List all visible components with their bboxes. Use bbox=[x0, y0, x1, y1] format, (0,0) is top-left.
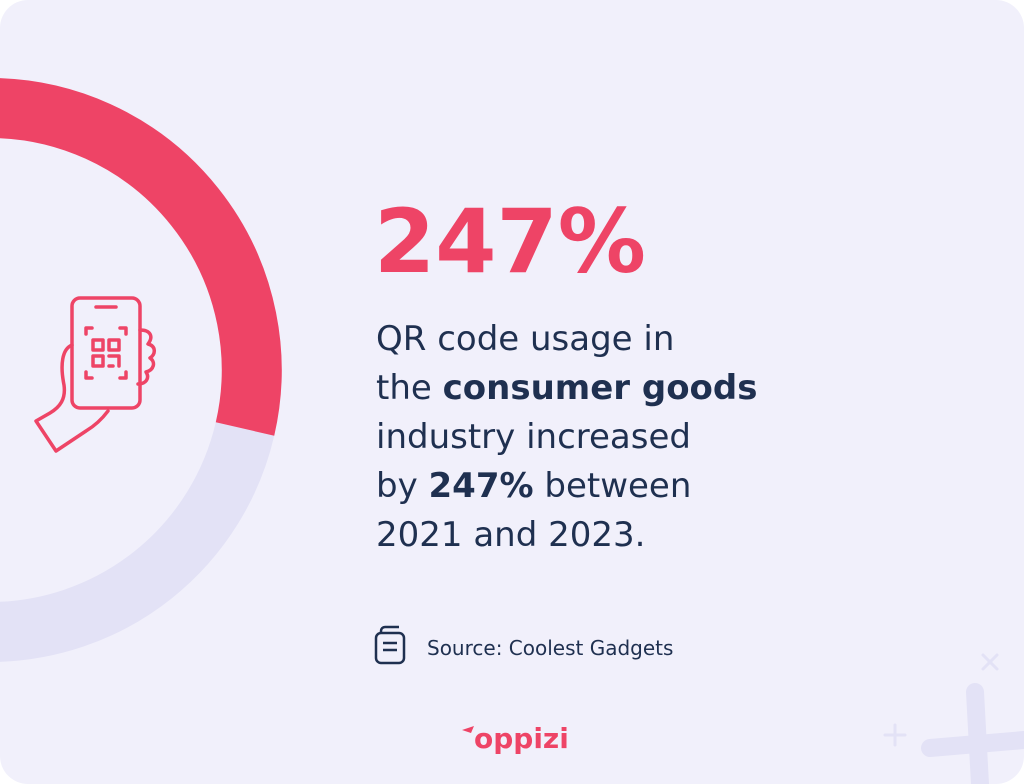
body-segment: 247% bbox=[429, 466, 534, 506]
body-text: QR code usage in the consumer goods indust… bbox=[376, 319, 758, 555]
body-segment: 2021 and 2023. bbox=[376, 515, 645, 555]
decoration bbox=[883, 653, 1024, 784]
body-line: the consumer goods bbox=[376, 368, 758, 408]
body-line: by 247% between bbox=[376, 466, 691, 506]
body-segment: by bbox=[376, 466, 429, 506]
ring-gray bbox=[0, 421, 275, 662]
logo-mark bbox=[462, 726, 474, 733]
body-segment: QR code usage in bbox=[376, 319, 674, 359]
logo: oppizi bbox=[474, 722, 569, 755]
ring-red bbox=[0, 78, 282, 436]
source-icon bbox=[374, 625, 406, 665]
body-segment: industry increased bbox=[376, 417, 691, 457]
body-segment: between bbox=[534, 466, 692, 506]
phone-icon bbox=[34, 296, 156, 453]
body-line: 2021 and 2023. bbox=[376, 515, 645, 555]
headline: 247% bbox=[374, 190, 646, 293]
body-line: QR code usage in bbox=[376, 319, 674, 359]
body-line: industry increased bbox=[376, 417, 691, 457]
body-segment: the bbox=[376, 368, 443, 408]
source: Source: Coolest Gadgets bbox=[427, 636, 673, 660]
body-segment: consumer goods bbox=[443, 368, 758, 408]
